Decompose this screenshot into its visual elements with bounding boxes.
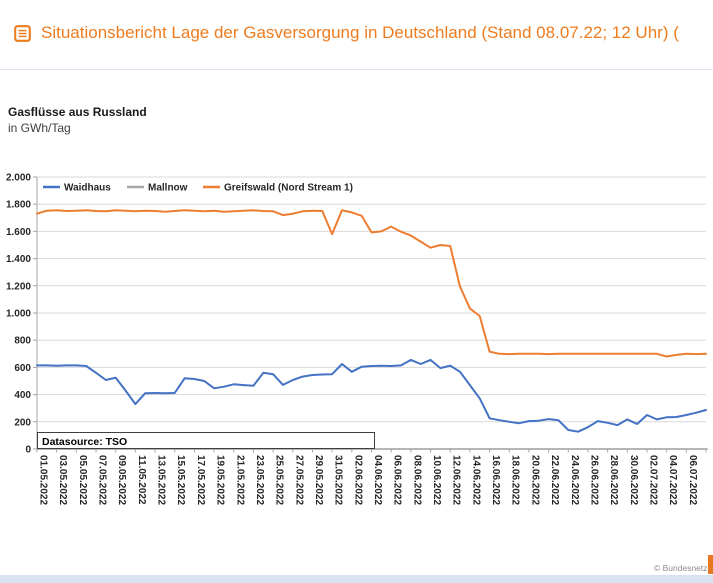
x-axis-label: 18.06.2022	[510, 455, 521, 505]
x-axis-label: 04.07.2022	[667, 455, 678, 505]
legend-label-3: Greifswald (Nord Stream 1)	[224, 183, 353, 194]
page-title: Situationsbericht Lage der Gasversorgung…	[41, 23, 679, 42]
y-axis-label: 1.200	[6, 281, 31, 292]
x-axis-label: 12.06.2022	[451, 455, 462, 505]
y-axis-label: 1.800	[6, 200, 31, 211]
x-axis-label: 11.05.2022	[136, 455, 147, 505]
x-axis-label: 25.05.2022	[274, 455, 285, 505]
x-axis-label: 05.05.2022	[77, 455, 88, 505]
x-axis-label: 22.06.2022	[549, 455, 560, 505]
legend-label-2: Mallnow	[148, 183, 188, 194]
legend-label-1: Waidhaus	[64, 183, 111, 194]
bundesnetzagentur-logo-fragment	[708, 555, 713, 574]
x-axis-label: 28.06.2022	[608, 455, 619, 505]
x-axis-label: 31.05.2022	[333, 455, 344, 505]
x-axis-label: 19.05.2022	[215, 455, 226, 505]
x-axis-label: 09.05.2022	[116, 455, 127, 505]
y-axis-label: 400	[14, 390, 31, 401]
x-axis-label: 06.07.2022	[687, 455, 698, 505]
x-axis-label: 04.06.2022	[372, 455, 383, 505]
datasource-label: Datasource: TSO	[42, 436, 127, 448]
series-line-greifswald-nord-stream-1	[36, 209, 707, 358]
y-axis-label: 800	[14, 336, 31, 347]
y-axis-label: 600	[14, 363, 31, 374]
x-axis-label: 15.05.2022	[175, 455, 186, 505]
y-axis-label: 2.000	[6, 173, 31, 184]
x-axis-label: 24.06.2022	[569, 455, 580, 505]
bottom-accent-bar	[0, 575, 713, 583]
x-axis-label: 02.07.2022	[647, 455, 658, 505]
chart-title: Gasflüsse aus Russland	[8, 105, 147, 119]
x-axis-label: 17.05.2022	[195, 455, 206, 505]
x-axis-label: 06.06.2022	[392, 455, 403, 505]
x-axis-label: 26.06.2022	[588, 455, 599, 505]
y-axis-label: 1.400	[6, 254, 31, 265]
y-axis-label: 1.600	[6, 227, 31, 238]
x-axis-label: 03.05.2022	[57, 455, 68, 505]
x-axis-label: 01.05.2022	[38, 455, 49, 505]
datasource-box	[37, 432, 375, 449]
x-axis-label: 16.06.2022	[490, 455, 501, 505]
copyright-text: © Bundesnetzag	[654, 563, 713, 573]
y-axis-label: 200	[14, 417, 31, 428]
chart-unit-label: in GWh/Tag	[8, 121, 71, 135]
x-axis-label: 21.05.2022	[234, 455, 245, 505]
x-axis-label: 07.05.2022	[97, 455, 108, 505]
x-axis-label: 29.05.2022	[313, 455, 324, 505]
series-line-waidhaus	[36, 358, 707, 433]
x-axis-label: 30.06.2022	[628, 455, 639, 505]
y-axis-label: 1.000	[6, 309, 31, 320]
x-axis-label: 08.06.2022	[411, 455, 422, 505]
report-list-icon	[14, 25, 31, 42]
x-axis-label: 27.05.2022	[293, 455, 304, 505]
y-axis-label: 0	[25, 445, 31, 456]
x-axis-label: 13.05.2022	[156, 455, 167, 505]
x-axis-label: 02.06.2022	[352, 455, 363, 505]
x-axis-label: 20.06.2022	[529, 455, 540, 505]
x-axis-label: 10.06.2022	[431, 455, 442, 505]
report-header: Situationsbericht Lage der Gasversorgung…	[0, 0, 713, 70]
x-axis-label: 14.06.2022	[470, 455, 481, 505]
x-axis-label: 23.05.2022	[254, 455, 265, 505]
